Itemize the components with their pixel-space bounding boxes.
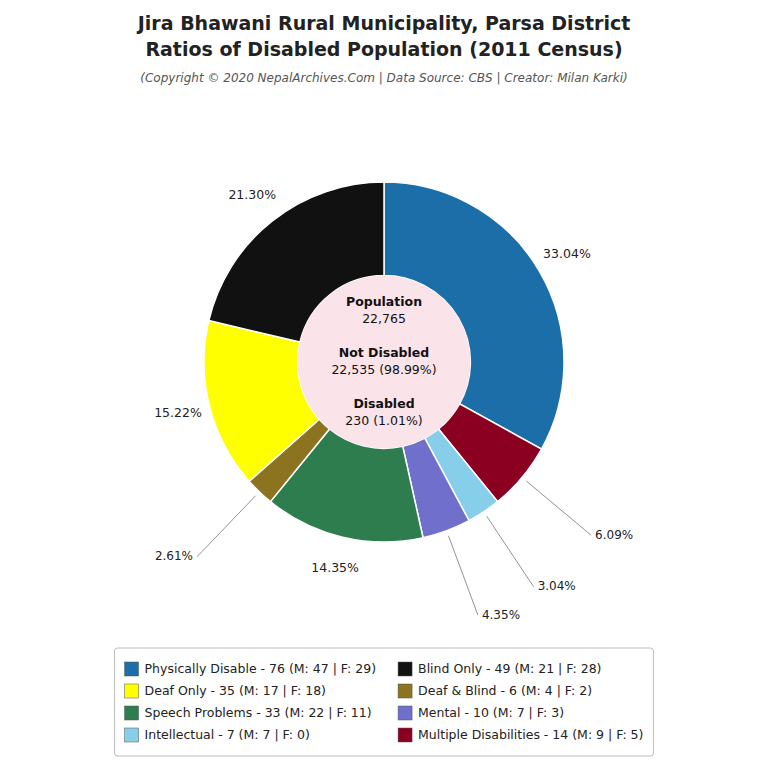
center-circle bbox=[298, 276, 471, 449]
legend-label: Multiple Disabilities - 14 (M: 9 | F: 5) bbox=[418, 727, 643, 742]
legend-swatch bbox=[125, 706, 139, 720]
chart: Jira Bhawani Rural Municipality, Parsa D… bbox=[0, 0, 768, 768]
legend-swatch bbox=[398, 706, 412, 720]
legend: Physically Disable - 76 (M: 47 | F: 29) D… bbox=[115, 648, 654, 756]
title: Ratios of Disabled Population (2011 Cens… bbox=[145, 38, 622, 60]
data-label: 4.35% bbox=[482, 608, 520, 622]
data-label: 14.35% bbox=[311, 560, 359, 575]
leader-line bbox=[448, 536, 477, 615]
legend-swatch bbox=[125, 684, 139, 698]
subtitle: (Copyright © 2020 NepalArchives.Com | Da… bbox=[140, 71, 627, 85]
center-text: 22,535 (98.99%) bbox=[331, 362, 436, 377]
data-label: 33.04% bbox=[543, 246, 591, 261]
center-text: 22,765 bbox=[362, 311, 406, 326]
data-label: 15.22% bbox=[154, 405, 202, 420]
legend-swatch bbox=[398, 684, 412, 698]
legend-frame bbox=[115, 648, 654, 756]
leader-line bbox=[197, 496, 256, 557]
wedges bbox=[204, 182, 564, 542]
legend-label: Speech Problems - 33 (M: 22 | F: 11) bbox=[145, 705, 372, 720]
data-labels: 33.04% 6.09% 3.04% 4.35% 14.35% 2.61% 15.22% 21… bbox=[154, 187, 633, 622]
legend-label: Intellectual - 7 (M: 7 | F: 0) bbox=[145, 727, 310, 742]
data-label: 21.30% bbox=[228, 187, 276, 202]
legend-swatch bbox=[398, 662, 412, 676]
legend-label: Blind Only - 49 (M: 21 | F: 28) bbox=[418, 661, 601, 676]
title: Jira Bhawani Rural Municipality, Parsa D… bbox=[136, 12, 631, 34]
data-label: 3.04% bbox=[538, 579, 576, 593]
leader-line bbox=[526, 481, 591, 535]
center-text: Not Disabled bbox=[339, 345, 430, 360]
legend-swatch bbox=[125, 662, 139, 676]
data-label: 6.09% bbox=[595, 528, 633, 542]
data-label: 2.61% bbox=[155, 549, 193, 563]
center-text: 230 (1.01%) bbox=[345, 413, 422, 428]
legend-label: Mental - 10 (M: 7 | F: 3) bbox=[418, 705, 564, 720]
legend-label: Physically Disable - 76 (M: 47 | F: 29) bbox=[145, 661, 377, 676]
background bbox=[0, 0, 768, 768]
legend-swatch bbox=[125, 728, 139, 742]
legend-label: Deaf & Blind - 6 (M: 4 | F: 2) bbox=[418, 683, 592, 698]
legend-label: Deaf Only - 35 (M: 17 | F: 18) bbox=[145, 683, 326, 698]
center-text: Population bbox=[346, 294, 422, 309]
legend-swatch bbox=[398, 728, 412, 742]
leader-line bbox=[487, 516, 534, 586]
center-text: Disabled bbox=[353, 396, 414, 411]
